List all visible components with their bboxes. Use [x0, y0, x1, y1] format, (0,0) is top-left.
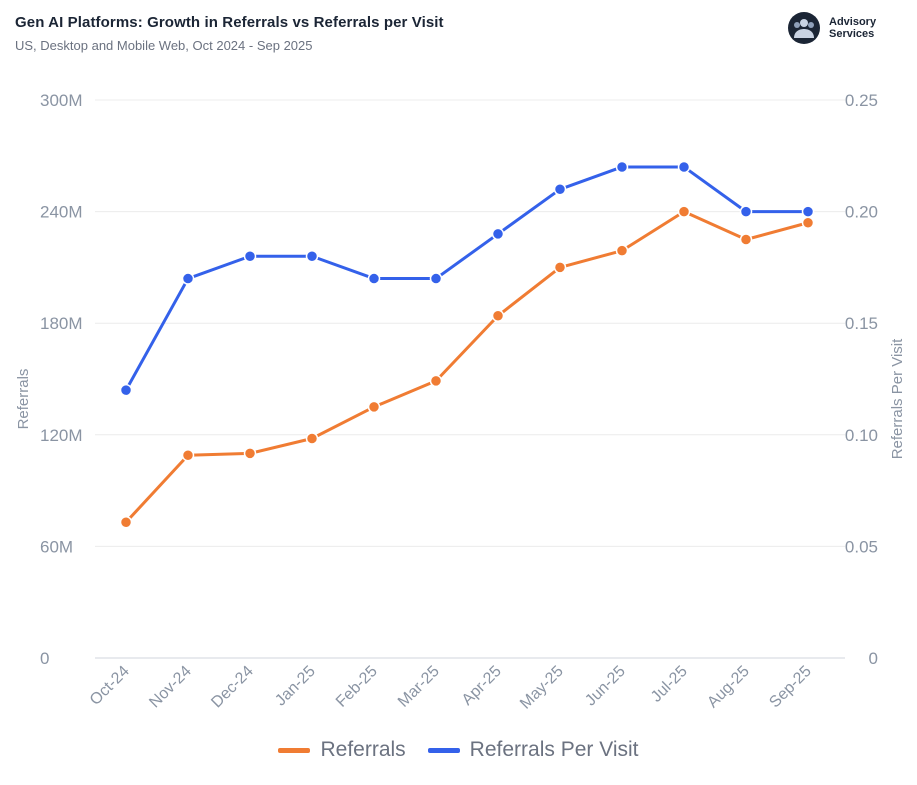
y-left-tick-label: 300M: [40, 91, 83, 110]
y-right-tick-label: 0.15: [845, 314, 878, 333]
data-point[interactable]: [491, 309, 505, 323]
legend-swatch-referrals: [278, 747, 311, 753]
series-line: [124, 165, 808, 391]
y-axis-left-label: Referrals: [15, 369, 32, 430]
x-tick-label: Jan-25: [272, 663, 319, 710]
chart-header: Gen AI Platforms: Growth in Referrals vs…: [15, 14, 444, 53]
data-point[interactable]: [739, 205, 753, 218]
y-axis-right-ticks: 0 0.05 0.10 0.15 0.20 0.25: [845, 91, 878, 668]
data-point[interactable]: [615, 244, 629, 257]
data-point[interactable]: [119, 515, 133, 529]
brand-line1: Advisory: [829, 16, 877, 28]
brand-line2: Services: [829, 28, 875, 40]
y-left-tick-label: 240M: [40, 203, 83, 222]
legend-label-referrals: Referrals: [320, 738, 406, 761]
data-point[interactable]: [553, 261, 567, 274]
x-tick-label: Sep-25: [766, 663, 815, 712]
legend-label-referrals-per-visit: Referrals Per Visit: [469, 738, 639, 761]
data-point[interactable]: [305, 432, 319, 445]
data-point[interactable]: [677, 205, 691, 218]
x-tick-label: Dec-24: [208, 663, 257, 712]
brand-logo: Advisory Services: [788, 12, 876, 44]
people-group-icon: [788, 12, 820, 44]
chart-title: Gen AI Platforms: Growth in Referrals vs…: [15, 14, 444, 31]
data-point[interactable]: [429, 272, 443, 285]
x-tick-label: May-25: [517, 663, 567, 713]
brand-name: Advisory Services: [829, 16, 876, 40]
data-point[interactable]: [367, 400, 381, 414]
y-left-tick-label: 180M: [40, 314, 83, 333]
data-point[interactable]: [491, 227, 505, 241]
y-axis-right-label: Referrals Per Visit: [889, 338, 906, 459]
x-tick-label: Oct-24: [87, 663, 133, 709]
x-tick-label: Nov-24: [146, 663, 195, 712]
x-tick-label: Aug-25: [704, 663, 753, 712]
gridlines: [95, 99, 845, 659]
data-point[interactable]: [801, 205, 815, 218]
legend-swatch-referrals-per-visit: [427, 747, 460, 753]
series-line: [124, 210, 809, 524]
data-point[interactable]: [367, 272, 381, 285]
x-tick-label: Apr-25: [459, 663, 505, 709]
y-right-tick-label: 0.20: [845, 203, 878, 222]
data-point[interactable]: [739, 233, 753, 246]
data-point[interactable]: [181, 272, 195, 285]
y-left-tick-label: 0: [40, 649, 49, 668]
data-point[interactable]: [119, 383, 133, 397]
x-tick-label: Jul-25: [648, 663, 691, 706]
data-point[interactable]: [181, 449, 195, 462]
data-point[interactable]: [615, 160, 629, 174]
data-point[interactable]: [677, 160, 691, 174]
data-point[interactable]: [243, 447, 257, 460]
data-point[interactable]: [305, 249, 319, 263]
y-axis-left-ticks: 0 60M 120M 180M 240M 300M: [40, 91, 83, 668]
data-point[interactable]: [801, 216, 815, 230]
chart-subtitle: US, Desktop and Mobile Web, Oct 2024 - S…: [15, 38, 313, 53]
x-tick-label: Mar-25: [395, 663, 443, 711]
data-point[interactable]: [553, 183, 567, 196]
y-right-tick-label: 0: [869, 649, 878, 668]
series-lines: [119, 160, 815, 529]
data-point[interactable]: [243, 249, 257, 263]
y-right-tick-label: 0.25: [845, 91, 878, 110]
y-left-tick-label: 120M: [40, 426, 83, 445]
x-tick-label: Feb-25: [333, 663, 381, 711]
y-right-tick-label: 0.10: [845, 426, 878, 445]
legend: Referrals Referrals Per Visit: [0, 738, 917, 762]
data-point[interactable]: [429, 374, 443, 388]
y-left-tick-label: 60M: [40, 537, 73, 556]
x-tick-label: Jun-25: [582, 663, 629, 710]
legend-item-referrals[interactable]: Referrals: [278, 738, 406, 762]
x-axis-tick-labels: Oct-24 Nov-24 Dec-24 Jan-25 Feb-25 Mar-25 Apr-…: [87, 663, 815, 713]
y-right-tick-label: 0.05: [845, 537, 878, 556]
legend-item-referrals-per-visit[interactable]: Referrals Per Visit: [427, 738, 639, 762]
